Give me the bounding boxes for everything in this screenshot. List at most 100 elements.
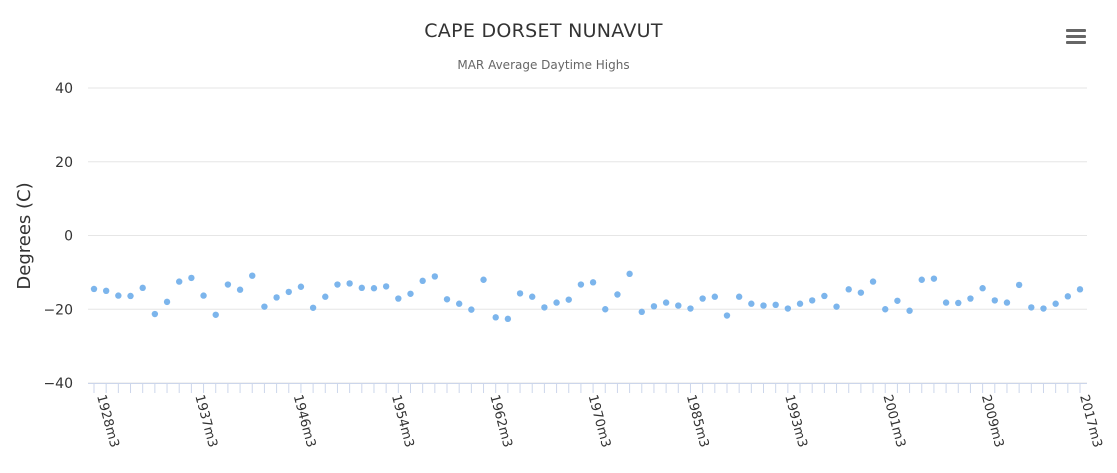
data-point[interactable]	[760, 302, 767, 309]
gridlines	[88, 87, 1087, 384]
data-point[interactable]	[565, 296, 572, 303]
y-axis-ticks: 40 20 0 −20 −40	[43, 81, 73, 392]
data-point[interactable]	[200, 292, 207, 299]
data-point[interactable]	[772, 301, 779, 309]
data-point[interactable]	[297, 283, 305, 290]
data-point[interactable]	[650, 303, 658, 310]
x-tick-label: 2001m3	[880, 393, 908, 449]
data-point[interactable]	[869, 278, 877, 285]
data-point[interactable]	[942, 299, 950, 306]
data-point[interactable]	[882, 306, 889, 313]
data-point[interactable]	[991, 297, 998, 304]
data-point[interactable]	[370, 285, 378, 292]
data-point[interactable]	[249, 272, 256, 279]
data-point[interactable]	[906, 307, 913, 314]
data-point[interactable]	[1064, 293, 1072, 300]
data-point[interactable]	[419, 277, 426, 285]
data-point[interactable]	[845, 286, 852, 293]
data-point[interactable]	[468, 306, 475, 313]
data-point[interactable]	[443, 296, 451, 303]
data-point[interactable]	[857, 289, 865, 296]
data-point[interactable]	[261, 303, 268, 310]
data-point[interactable]	[212, 311, 219, 318]
data-point[interactable]	[176, 278, 183, 285]
data-point[interactable]	[784, 305, 792, 312]
data-point[interactable]	[711, 293, 719, 300]
x-tick-label: 1954m3	[388, 393, 416, 449]
data-point[interactable]	[273, 294, 280, 301]
data-point[interactable]	[309, 304, 317, 311]
data-point[interactable]	[894, 297, 901, 304]
data-point[interactable]	[127, 292, 134, 300]
data-point[interactable]	[918, 276, 925, 283]
data-point[interactable]	[1076, 286, 1084, 293]
data-point[interactable]	[833, 303, 840, 310]
data-point[interactable]	[541, 304, 548, 311]
data-point[interactable]	[492, 314, 499, 321]
x-tick-label: 2017m3	[1076, 393, 1104, 449]
data-point[interactable]	[796, 300, 804, 307]
data-point[interactable]	[748, 300, 755, 307]
data-point[interactable]	[1040, 305, 1047, 312]
data-point[interactable]	[395, 295, 402, 302]
data-point[interactable]	[955, 299, 962, 307]
data-point[interactable]	[516, 290, 524, 297]
data-point[interactable]	[115, 292, 122, 299]
data-point[interactable]	[322, 293, 329, 300]
data-point[interactable]	[102, 287, 110, 295]
data-point[interactable]	[723, 312, 731, 319]
data-point[interactable]	[504, 315, 512, 323]
data-point[interactable]	[699, 295, 706, 302]
data-point[interactable]	[151, 310, 159, 318]
data-point[interactable]	[626, 270, 633, 278]
data-point[interactable]	[224, 281, 232, 288]
data-point[interactable]	[1028, 304, 1035, 311]
data-point[interactable]	[139, 284, 146, 292]
data-point[interactable]	[638, 308, 645, 316]
data-point[interactable]	[808, 297, 816, 304]
data-point[interactable]	[407, 290, 414, 297]
data-point[interactable]	[577, 281, 585, 288]
data-point[interactable]	[979, 285, 986, 292]
chart-title: CAPE DORSET NUNAVUT	[424, 20, 663, 42]
data-point[interactable]	[553, 299, 560, 306]
data-point[interactable]	[687, 305, 694, 312]
x-tick-label: 1946m3	[290, 393, 318, 449]
data-point[interactable]	[589, 279, 597, 286]
hamburger-menu-icon[interactable]	[1064, 27, 1088, 47]
data-point[interactable]	[1052, 300, 1059, 307]
data-point[interactable]	[163, 298, 171, 306]
data-point[interactable]	[1003, 299, 1011, 306]
data-point[interactable]	[529, 293, 536, 300]
data-point[interactable]	[967, 295, 974, 302]
data-point[interactable]	[821, 292, 828, 300]
y-tick-label: −40	[43, 376, 73, 392]
y-axis-label: Degrees (C)	[14, 182, 35, 289]
y-tick-label: 0	[64, 229, 73, 245]
x-tick-label: 1993m3	[781, 393, 809, 449]
data-point[interactable]	[90, 285, 98, 293]
x-axis: 1928m3 1937m3 1946m3 1954m3 1962m3 1970m3 1985…	[88, 383, 1105, 449]
data-point[interactable]	[431, 273, 439, 280]
data-point[interactable]	[455, 300, 463, 307]
x-tick-label: 1937m3	[191, 393, 219, 449]
data-point[interactable]	[358, 284, 366, 292]
y-tick-label: 40	[55, 81, 73, 97]
data-point[interactable]	[334, 281, 341, 288]
data-point[interactable]	[188, 274, 195, 282]
data-point[interactable]	[480, 276, 487, 283]
data-point[interactable]	[675, 302, 682, 309]
x-tick-label: 1928m3	[93, 393, 121, 449]
data-point[interactable]	[735, 293, 743, 300]
data-point[interactable]	[382, 283, 390, 290]
x-tick-label: 1970m3	[585, 393, 613, 449]
data-point[interactable]	[614, 291, 621, 298]
data-point[interactable]	[1015, 281, 1023, 289]
data-point[interactable]	[346, 280, 353, 287]
data-point[interactable]	[662, 299, 670, 306]
data-point[interactable]	[602, 306, 609, 313]
data-point[interactable]	[930, 275, 938, 282]
data-point[interactable]	[285, 288, 292, 296]
data-point[interactable]	[236, 286, 244, 293]
x-tick-label: 1985m3	[683, 393, 711, 449]
